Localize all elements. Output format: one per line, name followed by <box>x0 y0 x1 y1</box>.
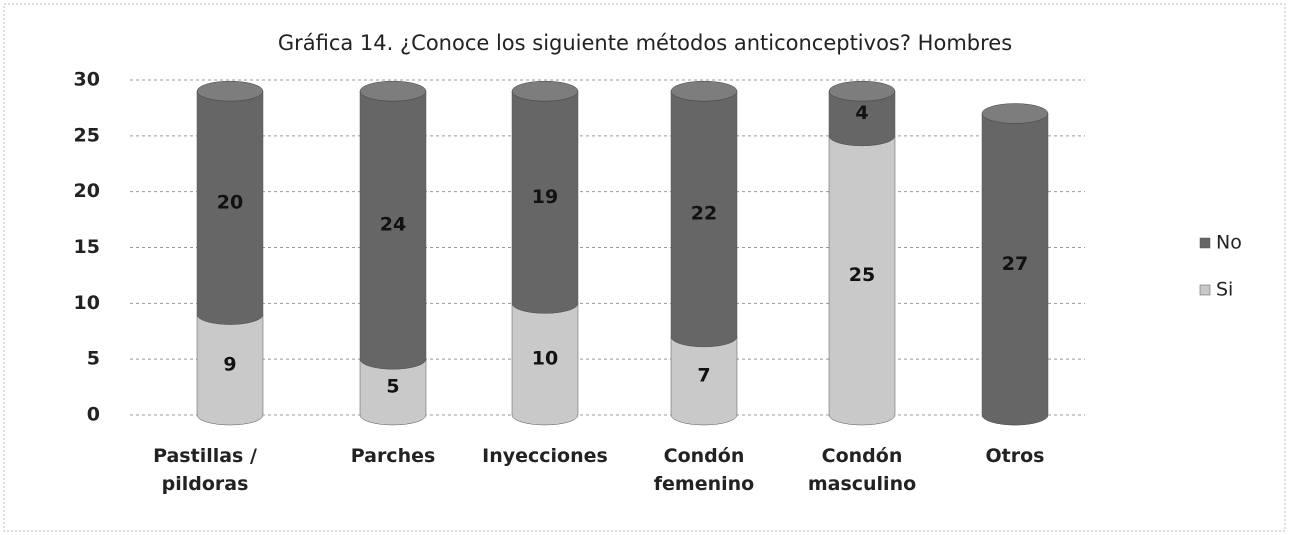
x-tick-label: Pastillas / pildoras <box>153 445 257 495</box>
cylinder-top <box>359 80 427 102</box>
cylinder-top <box>196 80 264 102</box>
legend-swatch <box>1199 237 1211 249</box>
data-label: 7 <box>697 364 710 386</box>
legend-swatch <box>1199 284 1211 296</box>
data-label: 19 <box>532 186 558 208</box>
data-label: 20 <box>217 191 243 213</box>
legend-label: Si <box>1216 279 1233 301</box>
y-tick-label: 10 <box>74 292 100 314</box>
y-tick-label: 30 <box>74 69 100 91</box>
y-tick-label: 0 <box>87 404 100 426</box>
data-label: 4 <box>855 102 868 124</box>
data-label: 27 <box>1002 253 1028 275</box>
y-tick-label: 5 <box>87 348 100 370</box>
cylinder-top <box>981 103 1049 124</box>
x-tick-label: Inyecciones <box>482 445 608 467</box>
x-tick-label: Condón femenino <box>653 445 755 495</box>
x-tick-label: Otros <box>985 445 1045 467</box>
cylinder-top <box>828 80 896 102</box>
cylinder-top <box>511 80 579 102</box>
data-label: 5 <box>386 376 399 398</box>
y-tick-label: 15 <box>74 236 100 258</box>
y-tick-label: 25 <box>74 124 100 146</box>
data-label: 24 <box>380 214 406 236</box>
data-label: 22 <box>691 203 717 225</box>
y-tick-label: 20 <box>74 180 100 202</box>
x-tick-label: Condón masculino <box>807 445 917 495</box>
x-tick-label: Parches <box>350 445 436 467</box>
data-label: 9 <box>223 353 236 375</box>
chart-border <box>3 3 1286 532</box>
cylinder-top <box>670 80 738 102</box>
data-label: 10 <box>532 348 558 370</box>
legend-label: No <box>1216 232 1242 254</box>
data-label: 25 <box>849 264 875 286</box>
chart-title: Gráfica 14. ¿Conoce los siguiente método… <box>278 31 1012 55</box>
